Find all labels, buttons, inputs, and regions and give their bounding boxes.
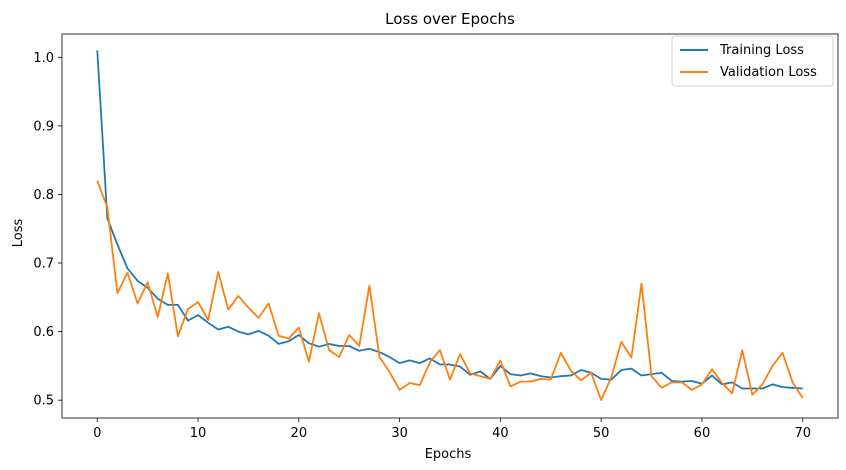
x-tick-label: 50 (593, 426, 610, 441)
series-line-validation-loss (96, 180, 804, 402)
plot-area: 0 10 20 30 40 50 60 70 0.5 0.6 0.7 0.8 0.9 1.0 (33, 33, 839, 441)
axes-frame (61, 33, 839, 419)
chart-title: Loss over Epochs (385, 10, 515, 28)
x-tick-label: 30 (391, 426, 408, 441)
series-lines (96, 50, 804, 402)
x-axis-label: Epochs (425, 447, 472, 462)
legend-box (671, 35, 834, 87)
series-line-training-loss (96, 50, 803, 390)
x-tick-label: 60 (694, 426, 711, 441)
x-axis: 0 10 20 30 40 50 60 70 (93, 418, 811, 441)
y-tick-label: 0.9 (33, 119, 54, 134)
legend: Training Loss Validation Loss (671, 35, 834, 87)
x-tick-label: 70 (794, 426, 811, 441)
y-tick-label: 0.6 (33, 325, 54, 340)
x-tick-label: 40 (492, 426, 509, 441)
x-tick-label: 20 (291, 426, 308, 441)
legend-label-training-loss: Training Loss (719, 43, 804, 58)
y-tick-label: 0.7 (33, 257, 54, 272)
y-tick-label: 0.8 (33, 188, 54, 203)
x-tick-label: 10 (190, 426, 207, 441)
y-tick-label: 1.0 (33, 51, 54, 66)
y-axis-label: Loss (11, 219, 26, 248)
y-axis: 0.5 0.6 0.7 0.8 0.9 1.0 (33, 51, 62, 409)
legend-label-validation-loss: Validation Loss (720, 65, 817, 80)
x-tick-label: 0 (93, 426, 101, 441)
y-tick-label: 0.5 (33, 394, 54, 409)
